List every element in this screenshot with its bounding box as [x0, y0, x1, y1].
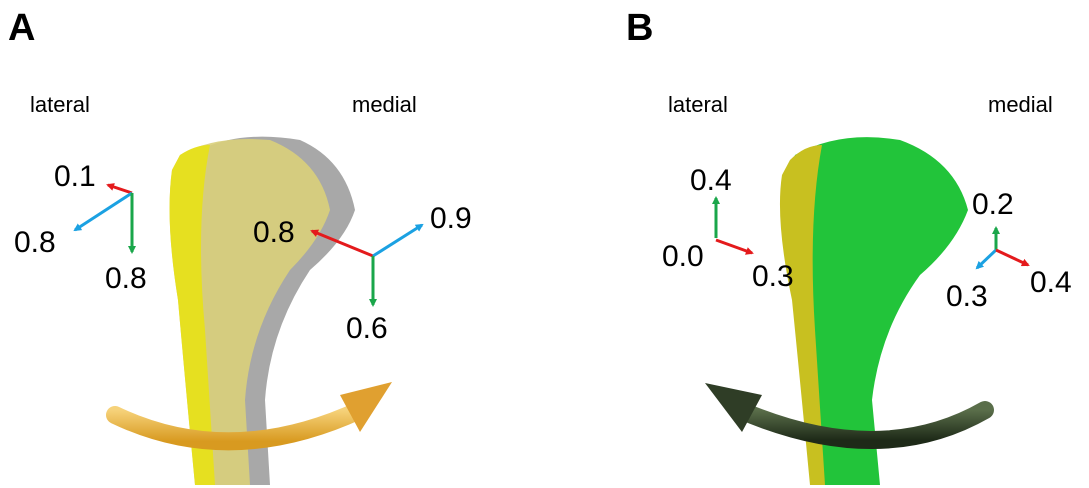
panel-label: A: [8, 7, 35, 49]
vector-value: 0.8: [14, 226, 56, 259]
vector-value: 0.3: [752, 260, 794, 293]
lateral-label: lateral: [668, 92, 728, 117]
medial-label: medial: [352, 92, 417, 117]
vector-red: [716, 240, 752, 253]
vector-value: 0.1: [54, 160, 96, 193]
vector-blue: [977, 250, 996, 268]
figure: A lateral medial 0.1 0.8 0.8 0.8 0.9 0.6…: [0, 0, 1089, 488]
vector-blue: [75, 193, 132, 230]
vector-value: 0.8: [253, 216, 295, 249]
panel-b: B lateral medial 0.4 0.0 0.3 0.2 0.3 0.4: [626, 7, 1072, 485]
panel-a: A lateral medial 0.1 0.8 0.8 0.8 0.9 0.6: [8, 7, 472, 485]
medial-label: medial: [988, 92, 1053, 117]
vector-value: 0.9: [430, 202, 472, 235]
vector-value: 0.8: [105, 262, 147, 295]
vector-blue: [373, 225, 422, 256]
lateral-label: lateral: [30, 92, 90, 117]
vector-red: [108, 185, 132, 193]
vector-value: 0.2: [972, 188, 1014, 221]
vector-value: 0.0: [662, 240, 704, 273]
vector-value: 0.3: [946, 280, 988, 313]
vector-value: 0.6: [346, 312, 388, 345]
vector-value: 0.4: [690, 164, 732, 197]
vector-red: [996, 250, 1028, 265]
panel-label: B: [626, 7, 653, 49]
vector-value: 0.4: [1030, 266, 1072, 299]
